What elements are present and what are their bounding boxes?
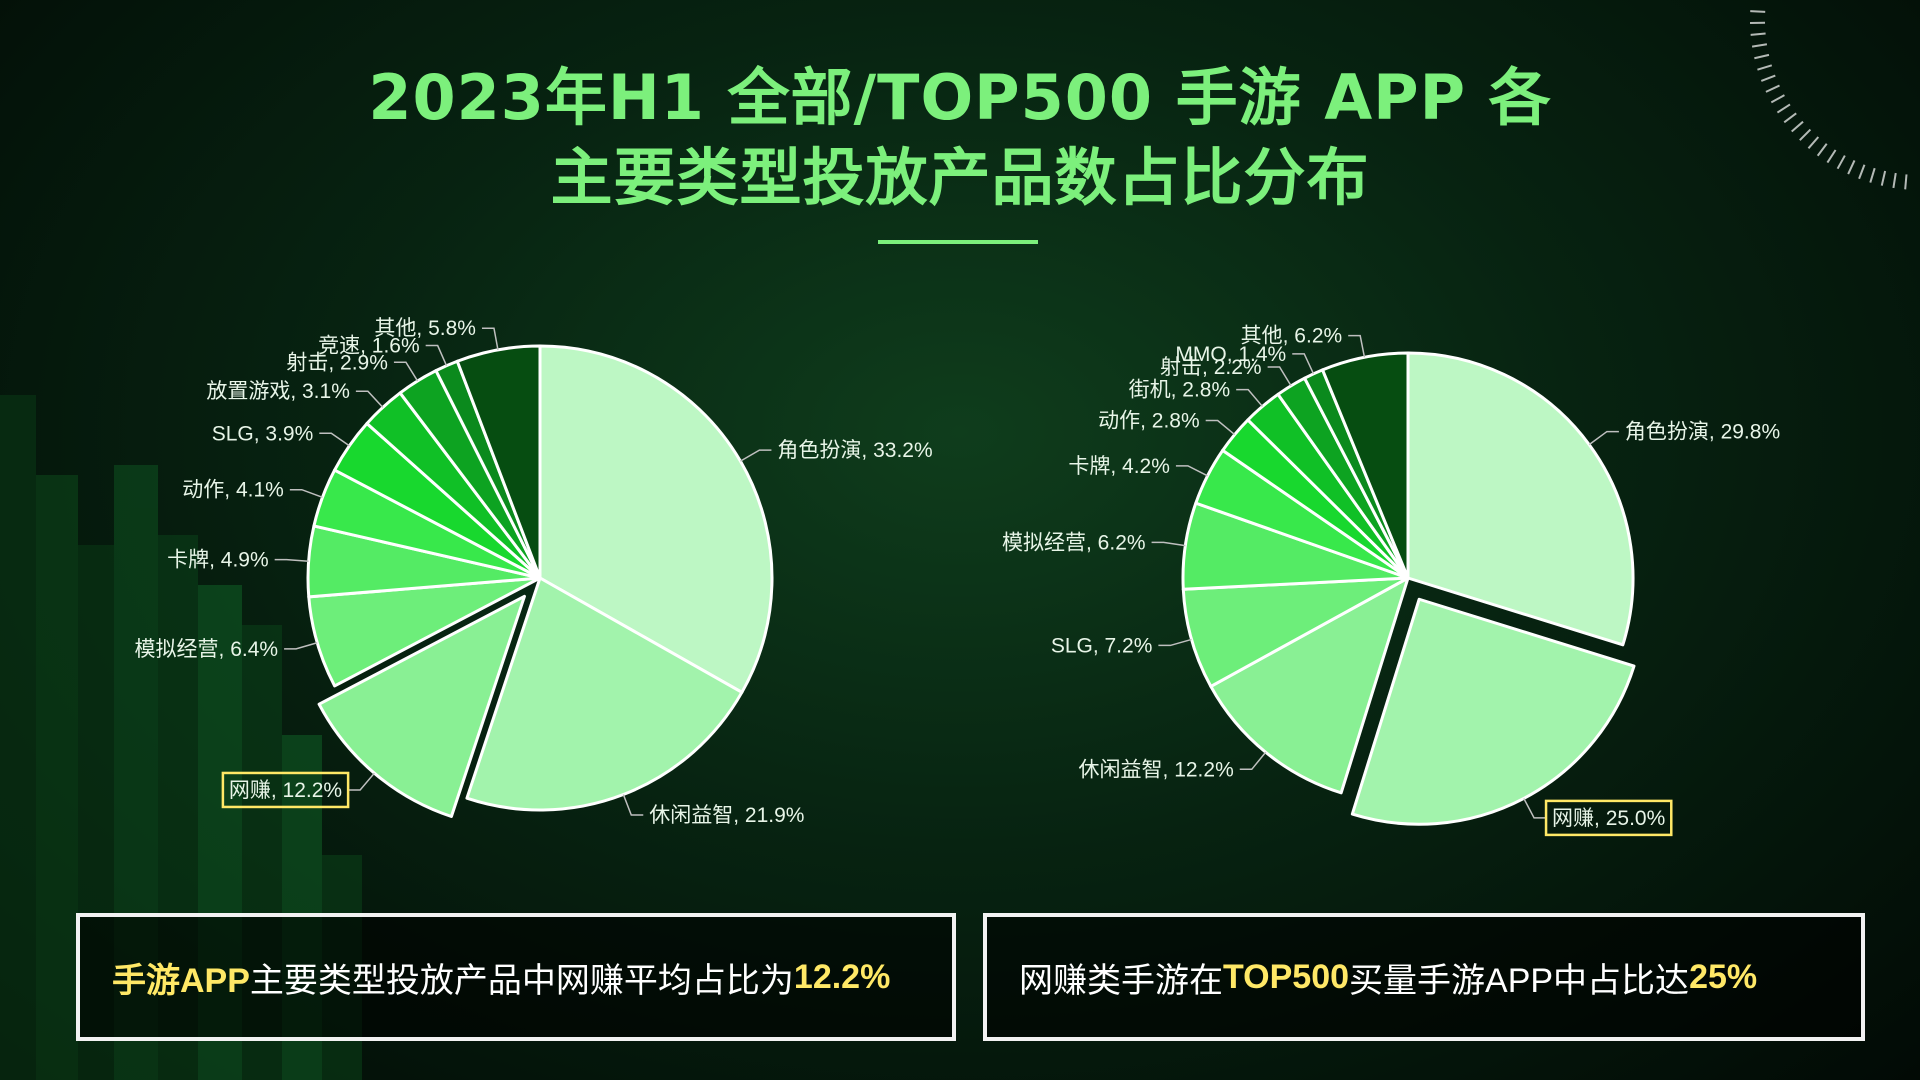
right-pie-leader-1 bbox=[1523, 798, 1547, 819]
right-pie-slice-10 bbox=[1321, 351, 1410, 580]
right-pie-label-0: 角色扮演, 29.8% bbox=[1625, 421, 1780, 444]
left-pie-leader-4 bbox=[274, 558, 309, 562]
conclusion-box-right: 网赚类手游在 TOP500 买量手游APP中占比达 25% bbox=[983, 913, 1865, 1041]
left-pie-label-9: 竞速, 1.6% bbox=[318, 335, 420, 358]
left-pie-label-5: 动作, 4.1% bbox=[182, 479, 284, 502]
conclusion-right-highlight-2: 25% bbox=[1689, 957, 1758, 996]
left-pie-callout-box bbox=[221, 771, 350, 809]
right-pie-label-1: 网赚, 25.0% bbox=[1552, 807, 1665, 830]
right-pie-leader-10 bbox=[1348, 334, 1366, 358]
left-pie-leader-2 bbox=[348, 772, 375, 791]
right-pie-slice-3 bbox=[1181, 576, 1410, 688]
left-pie-label-4: 卡牌, 4.9% bbox=[167, 549, 269, 572]
left-pie-label-10: 其他, 5.8% bbox=[374, 317, 476, 340]
right-pie-label-8: 射击, 2.2% bbox=[1160, 356, 1262, 379]
right-pie-leader-0 bbox=[1588, 430, 1619, 446]
pie-chart-all-apps: 角色扮演, 33.2% 休闲益智, 21.9% 网赚, 12.2% 模拟经营, 6.4… bbox=[135, 317, 933, 827]
left-pie-leader-1 bbox=[622, 794, 644, 816]
left-pie-label-1: 休闲益智, 21.9% bbox=[649, 804, 804, 827]
right-pie-leader-6 bbox=[1205, 419, 1236, 436]
right-pie-slice-0 bbox=[1406, 351, 1635, 647]
right-pie-label-10: 其他, 6.2% bbox=[1241, 325, 1343, 348]
right-pie-label-6: 动作, 2.8% bbox=[1098, 410, 1200, 433]
left-pie-leader-8 bbox=[393, 361, 419, 382]
right-pie-slice-1 bbox=[1350, 597, 1636, 826]
conclusion-right-text-2: 买量手游APP中占比达 bbox=[1349, 961, 1690, 1000]
left-pie-label-3: 模拟经营, 6.4% bbox=[135, 638, 279, 661]
conclusion-left-highlight-1: 手游APP bbox=[112, 961, 250, 1000]
right-pie-leader-5 bbox=[1175, 465, 1208, 477]
right-pie-label-7: 街机, 2.8% bbox=[1129, 379, 1231, 402]
left-pie-leader-10 bbox=[481, 327, 499, 350]
left-pie-label-6: SLG, 3.9% bbox=[212, 422, 314, 445]
right-pie-label-3: SLG, 7.2% bbox=[1051, 634, 1153, 657]
right-pie-label-2: 休闲益智, 12.2% bbox=[1079, 758, 1234, 781]
left-pie-slice-0 bbox=[538, 344, 774, 694]
conclusion-left-text: 主要类型投放产品中网赚平均占比为 bbox=[249, 961, 794, 1000]
left-pie-slice-2 bbox=[317, 594, 526, 818]
left-pie-label-7: 放置游戏, 3.1% bbox=[206, 380, 350, 403]
page-title: 2023年H1 全部/TOP500 手游 APP 各 主要类型投放产品数占比分布 bbox=[0, 58, 1920, 218]
conclusion-right-text-1: 网赚类手游在 bbox=[1019, 961, 1223, 1000]
right-pie-callout-box bbox=[1544, 799, 1673, 837]
right-pie-leader-8 bbox=[1267, 366, 1292, 387]
right-pie-leader-2 bbox=[1239, 751, 1267, 771]
right-pie-label-5: 卡牌, 4.2% bbox=[1068, 455, 1170, 478]
conclusion-left-highlight-2: 12.2% bbox=[793, 957, 891, 996]
title-line-2: 主要类型投放产品数占比分布 bbox=[550, 141, 1370, 214]
right-pie-leader-9 bbox=[1292, 353, 1315, 375]
conclusion-box-left: 手游APP 主要类型投放产品中网赚平均占比为 12.2% bbox=[76, 913, 956, 1041]
pie-chart-top500-apps: 角色扮演, 29.8% 网赚, 25.0% 休闲益智, 12.2% SLG, 7.2%… bbox=[1002, 325, 1780, 837]
left-pie-label-0: 角色扮演, 33.2% bbox=[777, 439, 932, 462]
left-pie-leader-3 bbox=[284, 642, 318, 650]
right-pie-label-4: 模拟经营, 6.2% bbox=[1002, 531, 1146, 554]
left-pie-leader-9 bbox=[425, 344, 448, 366]
title-underline bbox=[878, 240, 1038, 244]
conclusion-right-highlight-1: TOP500 bbox=[1223, 957, 1350, 996]
right-pie-label-9: MMO, 1.4% bbox=[1175, 343, 1286, 366]
left-pie-label-2: 网赚, 12.2% bbox=[229, 779, 342, 802]
left-pie-leader-0 bbox=[740, 449, 772, 462]
left-pie-label-8: 射击, 2.9% bbox=[286, 351, 388, 374]
left-pie-slice-10 bbox=[455, 344, 542, 580]
right-pie-leader-3 bbox=[1158, 638, 1192, 647]
right-pie-leader-7 bbox=[1236, 388, 1263, 407]
right-pie-leader-4 bbox=[1151, 541, 1186, 547]
left-pie-leader-5 bbox=[289, 488, 323, 499]
title-line-1: 2023年H1 全部/TOP500 手游 APP 各 bbox=[368, 61, 1552, 134]
left-pie-leader-6 bbox=[319, 432, 350, 447]
left-pie-leader-7 bbox=[355, 390, 384, 408]
